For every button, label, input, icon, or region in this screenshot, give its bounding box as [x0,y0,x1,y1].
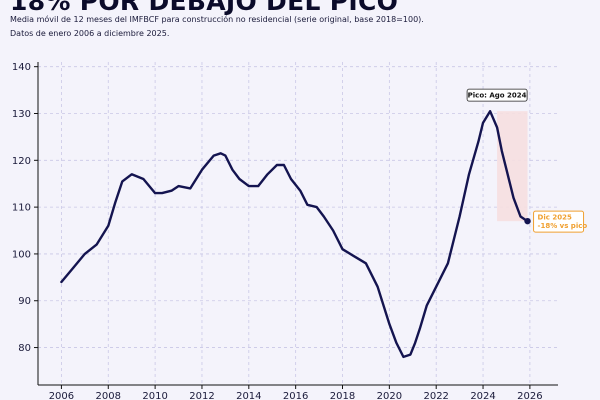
y-tick-label: 110 [12,203,31,214]
x-tick-label: 2010 [142,391,167,400]
x-tick-label: 2012 [189,391,214,400]
x-tick-label: 2006 [49,391,74,400]
x-tick-label: 2024 [470,391,495,400]
end-annotation-date: Dic 2025 [538,214,572,222]
y-tick-label: 100 [12,249,31,260]
y-tick-label: 120 [12,156,31,167]
y-tick-label: 140 [12,62,31,73]
x-tick-label: 2008 [96,391,121,400]
x-tick-label: 2020 [377,391,402,400]
x-tick-label: 2016 [283,391,308,400]
y-tick-label: 80 [18,343,31,354]
end-annotation-change: -18% vs pico [538,222,588,230]
peak-annotation-label: Pico: Ago 2024 [468,92,527,100]
peak-annotation-box [466,88,528,102]
y-tick-label: 130 [12,109,31,120]
y-tick-label: 90 [18,296,31,307]
chart-title: 18% POR DEBAJO DEL PICO [10,0,399,16]
series-line [60,110,529,359]
chart-subtitle: Media móvil de 12 meses del IMFBCF para … [10,15,424,24]
x-tick-label: 2026 [517,391,542,400]
chart-date-range: Datos de enero 2006 a diciembre 2025. [10,29,170,38]
x-tick-label: 2022 [423,391,448,400]
x-tick-label: 2018 [330,391,355,400]
decline-shading [497,111,528,222]
x-tick-label: 2014 [236,391,261,400]
end-annotation-box [533,210,585,233]
end-point-marker [524,217,531,225]
